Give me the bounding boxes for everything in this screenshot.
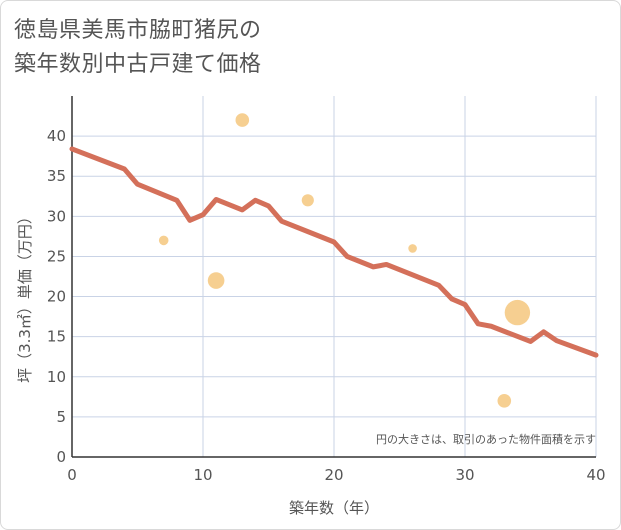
trend-line bbox=[69, 146, 599, 358]
x-axis-label: 築年数（年） bbox=[289, 499, 379, 517]
y-tick-label-20: 20 bbox=[47, 288, 66, 306]
y-axis-label: 坪（3.3㎡）単価（万円） bbox=[16, 209, 34, 383]
x-tick-label-30: 30 bbox=[455, 466, 474, 484]
chart-title-line1: 徳島県美馬市脇町猪尻の bbox=[14, 18, 262, 43]
chart-title-line2: 築年数別中古戸建て価格 bbox=[14, 52, 262, 77]
y-tick-label-15: 15 bbox=[47, 328, 66, 346]
trend-line-group bbox=[69, 146, 599, 358]
y-tick-label-25: 25 bbox=[47, 247, 66, 265]
size-annotation: 円の大きさは、取引のあった物件面積を示す bbox=[376, 432, 596, 446]
data-point-1 bbox=[207, 272, 225, 289]
data-point-4 bbox=[408, 244, 417, 253]
y-tick-label-35: 35 bbox=[47, 167, 66, 185]
data-point-0 bbox=[158, 235, 169, 246]
y-tick-label-40: 40 bbox=[47, 127, 66, 145]
data-point-3 bbox=[301, 194, 314, 207]
data-point-5 bbox=[497, 394, 512, 408]
data-point-2 bbox=[235, 113, 250, 127]
x-tick-label-40: 40 bbox=[586, 466, 605, 484]
grid bbox=[71, 96, 597, 458]
y-axis-ticks: 0 5 10 15 20 25 30 35 40 bbox=[47, 127, 66, 466]
y-tick-label-0: 0 bbox=[56, 448, 66, 466]
chart-title: 徳島県美馬市脇町猪尻の 築年数別中古戸建て価格 bbox=[14, 14, 262, 82]
data-point-6 bbox=[504, 299, 531, 326]
y-tick-label-5: 5 bbox=[56, 408, 66, 426]
y-tick-label-30: 30 bbox=[47, 207, 66, 225]
x-axis-ticks: 0 10 20 30 40 bbox=[67, 466, 605, 484]
y-tick-label-10: 10 bbox=[47, 368, 66, 386]
x-tick-label-0: 0 bbox=[67, 466, 77, 484]
x-tick-label-20: 20 bbox=[324, 466, 343, 484]
data-points bbox=[158, 113, 531, 408]
x-tick-label-10: 10 bbox=[193, 466, 212, 484]
